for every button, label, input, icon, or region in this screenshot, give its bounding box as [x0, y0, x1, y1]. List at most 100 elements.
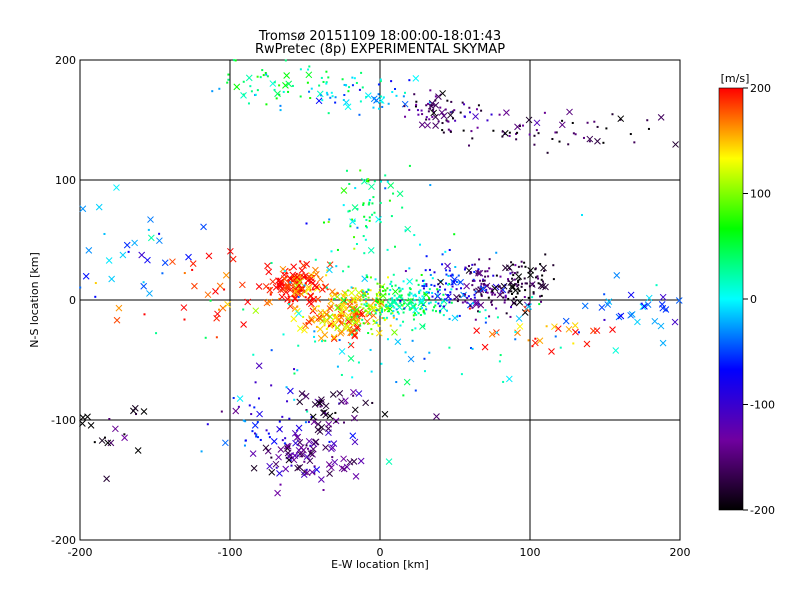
data-point-cross	[301, 326, 308, 334]
data-point-dot	[546, 151, 549, 154]
data-point-dot	[462, 129, 465, 132]
y-tick-label: -100	[51, 414, 76, 427]
data-point-dot	[451, 273, 454, 276]
data-point-cross	[330, 440, 338, 448]
data-point-dot	[270, 456, 273, 459]
data-point-cross	[515, 273, 523, 281]
data-point-dot	[362, 235, 365, 238]
data-point-dot	[572, 342, 575, 345]
data-point-dot	[282, 333, 285, 336]
data-point-dot	[475, 108, 478, 111]
data-point-dot	[445, 269, 448, 272]
data-point-dot	[543, 269, 546, 272]
data-point-dot	[286, 400, 289, 403]
data-point-cross	[424, 121, 431, 129]
data-point-dot	[103, 232, 106, 235]
data-point-cross	[367, 247, 375, 254]
data-point-dot	[539, 263, 542, 266]
data-point-dot	[481, 279, 484, 282]
data-point-dot	[357, 361, 360, 364]
data-point-dot	[391, 297, 394, 300]
data-point-dot	[508, 289, 511, 292]
data-point-dot	[442, 131, 445, 134]
data-point-dot	[351, 376, 354, 379]
data-point-dot	[438, 305, 441, 308]
data-point-dot	[366, 292, 369, 295]
data-point-dot	[414, 105, 417, 108]
data-point-dot	[386, 338, 389, 341]
data-point-dot	[533, 134, 536, 137]
data-point-dot	[537, 282, 540, 285]
data-point-dot	[284, 437, 287, 440]
data-point-cross	[435, 93, 442, 100]
data-point-dot	[348, 309, 351, 312]
data-point-cross	[244, 298, 252, 306]
data-point-dot	[532, 292, 535, 295]
data-point-dot	[512, 274, 515, 277]
data-point-cross	[311, 282, 319, 289]
data-point-dot	[478, 310, 481, 313]
data-point-dot	[486, 291, 489, 294]
data-point-cross	[385, 458, 393, 465]
data-point-cross	[566, 108, 573, 116]
data-point-dot	[402, 311, 405, 314]
data-point-dot	[423, 283, 426, 286]
data-point-dot	[520, 260, 523, 263]
data-point-dot	[534, 267, 537, 270]
data-point-dot	[377, 324, 380, 327]
data-point-dot	[394, 245, 397, 248]
data-point-cross	[659, 339, 667, 347]
data-point-dot	[322, 489, 325, 492]
data-point-dot	[256, 75, 259, 78]
data-point-cross	[509, 284, 516, 292]
data-point-dot	[371, 401, 374, 404]
data-point-dot	[289, 281, 292, 284]
data-point-dot	[446, 299, 449, 302]
data-point-cross	[379, 292, 387, 300]
data-point-dot	[450, 288, 453, 291]
data-point-dot	[429, 273, 432, 276]
data-point-dot	[375, 309, 378, 312]
data-point-dot	[466, 296, 469, 299]
data-point-dot	[295, 272, 298, 275]
data-point-dot	[345, 84, 348, 87]
data-point-dot	[343, 94, 346, 97]
data-point-dot	[489, 287, 492, 290]
data-point-dot	[411, 329, 414, 332]
data-point-dot	[250, 413, 253, 416]
data-point-dot	[321, 99, 324, 102]
data-point-cross	[285, 456, 293, 464]
data-point-dot	[315, 325, 318, 328]
data-point-dot	[655, 284, 658, 287]
data-point-cross	[305, 71, 313, 79]
data-point-dot	[381, 105, 384, 108]
data-point-dot	[414, 389, 417, 392]
data-point-dot	[484, 275, 487, 278]
data-point-dot	[400, 303, 403, 306]
data-point-dot	[320, 94, 323, 97]
data-point-cross	[460, 291, 467, 299]
data-point-dot	[477, 268, 480, 271]
data-point-dot	[418, 292, 421, 295]
data-point-dot	[346, 289, 349, 292]
data-point-dot	[281, 415, 284, 418]
data-point-cross	[226, 247, 234, 255]
data-point-dot	[391, 312, 394, 315]
data-point-cross	[617, 115, 625, 123]
data-point-dot	[413, 312, 416, 315]
data-point-dot	[418, 243, 421, 246]
data-point-dot	[415, 100, 418, 103]
data-point-dot	[369, 348, 372, 351]
data-point-dot	[539, 295, 542, 298]
data-point-dot	[629, 133, 632, 136]
data-point-cross	[514, 123, 521, 131]
data-point-dot	[333, 313, 336, 316]
data-point-dot	[522, 124, 525, 127]
data-point-dot	[161, 272, 164, 275]
data-point-dot	[416, 109, 419, 112]
data-point-cross	[349, 218, 356, 226]
data-point-dot	[293, 398, 296, 401]
colorbar-ticks: 200 100 0 -100 -200	[743, 82, 775, 517]
data-point-dot	[577, 331, 580, 334]
data-point-dot	[495, 307, 498, 310]
